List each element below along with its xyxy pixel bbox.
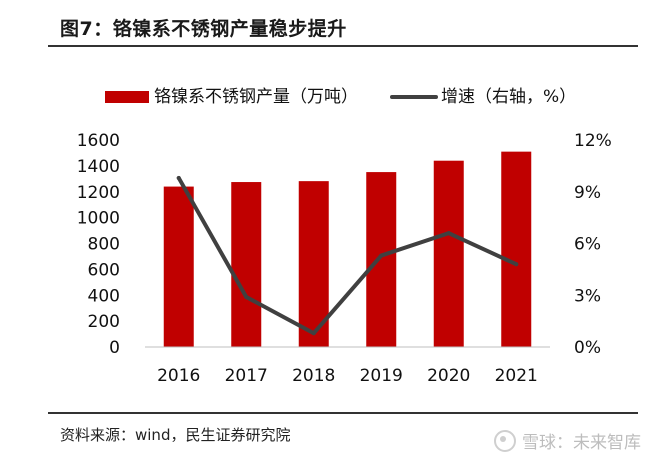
left-tick-label: 400: [88, 286, 120, 306]
x-axis-ticks: 2016 2017 2018 2019 2020 2021: [157, 366, 538, 386]
x-tick-label: 2016: [157, 366, 200, 386]
left-tick-label: 200: [88, 312, 120, 332]
x-tick-label: 2018: [292, 366, 335, 386]
growth-point-2021: [514, 262, 519, 267]
right-tick-label: 6%: [574, 235, 601, 255]
right-tick-label: 9%: [574, 183, 601, 203]
left-tick-label: 1200: [77, 183, 120, 203]
growth-point-2019: [379, 253, 384, 258]
bar-2020: [433, 160, 464, 347]
line-series: [176, 175, 519, 336]
bar-2019: [366, 172, 397, 347]
legend-bar-label: 铬镍系不锈钢产量（万吨）: [154, 87, 358, 107]
snowball-logo-icon: [494, 429, 516, 452]
growth-point-2017: [244, 294, 249, 299]
left-tick-label: 1600: [77, 131, 120, 151]
right-tick-label: 0%: [574, 338, 601, 358]
watermark: 雪球：未来智库: [494, 428, 641, 453]
growth-line: [176, 175, 519, 336]
watermark-text: 雪球：未来智库: [522, 433, 641, 453]
chart-area: 铬镍系不锈钢产量（万吨） 增速（右轴，%） 0 200 400 600 800 1000 1…: [77, 87, 612, 386]
right-tick-label: 12%: [574, 131, 612, 151]
left-tick-label: 1000: [77, 209, 120, 229]
growth-point-2016: [176, 175, 181, 180]
x-tick-label: 2019: [360, 366, 403, 386]
left-tick-label: 800: [88, 235, 120, 255]
right-tick-label: 3%: [574, 286, 601, 306]
legend: 铬镍系不锈钢产量（万吨） 增速（右轴，%）: [105, 87, 576, 107]
bar-series: [163, 151, 532, 347]
growth-point-2018: [311, 331, 316, 336]
growth-point-2020: [446, 231, 451, 236]
bar-2017: [231, 182, 262, 347]
title-divider: [48, 45, 638, 47]
x-tick-label: 2020: [427, 366, 470, 386]
x-tick-label: 2021: [495, 366, 538, 386]
left-axis-ticks: 0 200 400 600 800 1000 1200 1400 1600: [77, 131, 120, 358]
left-tick-label: 0: [109, 338, 120, 358]
bar-2016: [163, 186, 194, 347]
source-note: 资料来源：wind，民生证券研究院: [60, 426, 291, 444]
figure-title: 图7：铬镍系不锈钢产量稳步提升: [60, 18, 347, 40]
bar-2021: [501, 151, 532, 347]
left-tick-label: 600: [88, 260, 120, 280]
left-tick-label: 1400: [77, 157, 120, 177]
footer-divider: [48, 412, 638, 414]
x-tick-label: 2017: [225, 366, 268, 386]
right-axis-ticks: 0% 3% 6% 9% 12%: [574, 131, 612, 358]
legend-line-label: 增速（右轴，%）: [441, 87, 576, 107]
legend-bar-swatch: [105, 91, 149, 103]
